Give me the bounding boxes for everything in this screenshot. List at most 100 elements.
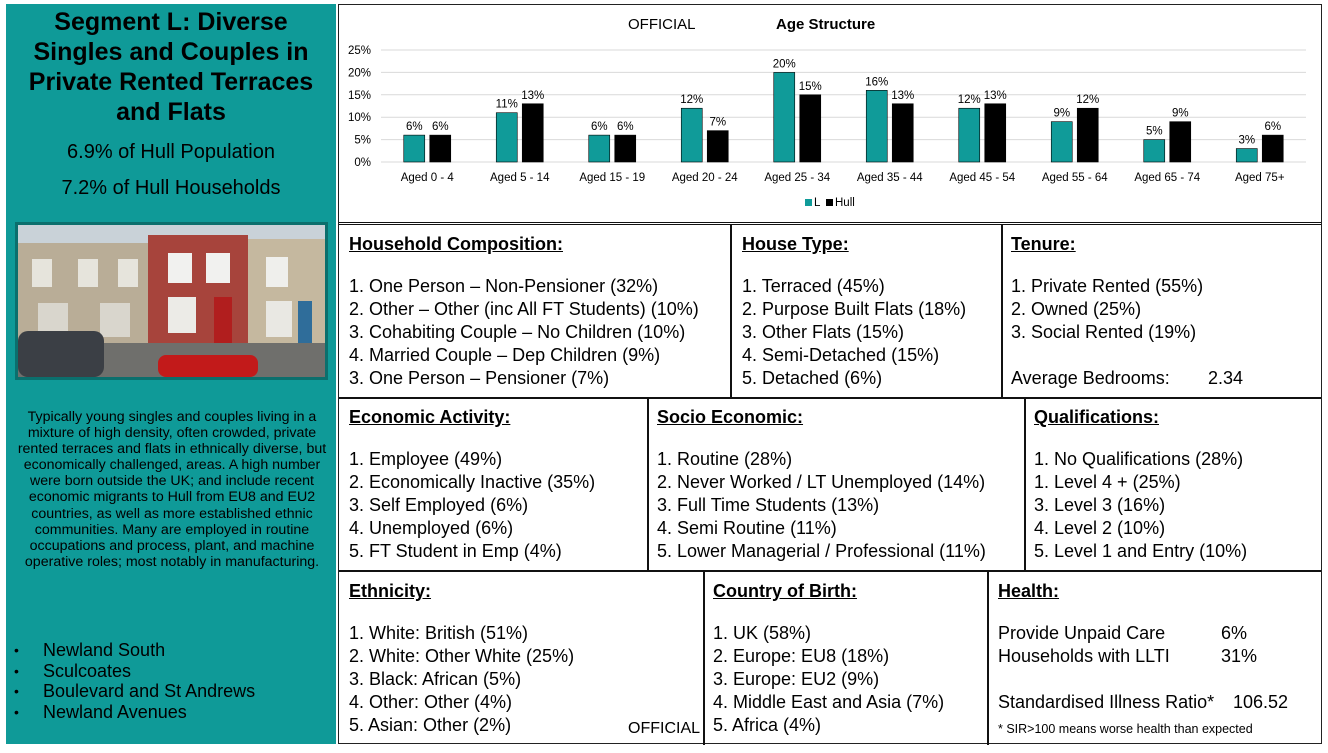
bar-l <box>1050 121 1073 163</box>
section-heading: House Type: <box>742 234 849 254</box>
economic-activity: Economic Activity: 1. Employee (49%) 2. … <box>349 406 595 563</box>
list-item: 1. White: British (51%) <box>349 623 529 643</box>
x-tick-label: Aged 55 - 64 <box>1042 172 1108 184</box>
legend-swatch <box>805 199 812 206</box>
section-divider <box>339 397 1321 399</box>
y-tick-label: 0% <box>354 157 371 169</box>
section-divider <box>339 570 1321 572</box>
street-photo <box>15 222 328 380</box>
ward-item: Sculcoates <box>14 661 255 682</box>
bar-hull <box>799 94 822 163</box>
unpaid-care-value: 6% <box>1221 623 1248 643</box>
official-marking: OFFICIAL <box>628 720 701 737</box>
sir-value: 106.52 <box>1233 692 1289 712</box>
list-item: 3. Full Time Students (13%) <box>657 495 880 515</box>
x-tick-label: Aged 45 - 54 <box>949 172 1015 184</box>
section-heading: Socio Economic: <box>657 407 804 427</box>
data-label: 12% <box>680 94 703 106</box>
column-divider <box>1024 398 1026 571</box>
tenure: Tenure: 1. Private Rented (55%) 2. Owned… <box>1011 233 1243 390</box>
population-share: 6.9% of Hull Population <box>67 141 275 163</box>
list-item: 3. Black: African (5%) <box>349 669 522 689</box>
list-item: 5. Detached (6%) <box>742 368 883 388</box>
list-item: 1. UK (58%) <box>713 623 812 643</box>
bar-hull <box>1169 121 1192 163</box>
data-label: 9% <box>1053 108 1070 120</box>
house-type: House Type: 1. Terraced (45%) 2. Purpose… <box>742 233 966 390</box>
list-item: 4. Semi-Detached (15%) <box>742 345 940 365</box>
column-divider <box>987 571 989 745</box>
bar-l <box>773 72 796 163</box>
country-of-birth: Country of Birth: 1. UK (58%) 2. Europe:… <box>713 580 944 737</box>
llti-households: Households with LLTI 31% <box>998 645 1288 668</box>
section-heading: Qualifications: <box>1034 407 1160 427</box>
unpaid-care: Provide Unpaid Care 6% <box>998 622 1288 645</box>
bar-hull <box>1076 107 1099 163</box>
bar-l <box>958 107 981 163</box>
ward-item: Boulevard and St Andrews <box>14 681 255 702</box>
x-tick-label: Aged 75+ <box>1235 172 1285 184</box>
list-item: 1. Routine (28%) <box>657 449 793 469</box>
column-divider <box>730 224 732 398</box>
segment-summary: Typically young singles and couples livi… <box>17 409 327 570</box>
list-item: 3. Level 3 (16%) <box>1034 495 1166 515</box>
x-tick-label: Aged 15 - 19 <box>579 172 645 184</box>
age-structure-chart: OFFICIAL Age Structure 0% 5% 10% 15% 20% 25% 6… <box>339 5 1321 223</box>
segment-panel: Segment L: Diverse Singles and Couples i… <box>6 4 336 744</box>
bar-l <box>403 134 426 163</box>
average-bedrooms: Average Bedrooms: 2.34 <box>1011 367 1243 390</box>
data-label: 6% <box>432 121 449 133</box>
y-tick-label: 15% <box>348 90 371 102</box>
y-tick-label: 25% <box>348 45 371 57</box>
llti-value: 31% <box>1221 646 1258 666</box>
chart-title: Age Structure <box>776 16 876 33</box>
bar-hull <box>984 103 1007 163</box>
legend-label: L <box>814 197 821 209</box>
bar-l <box>1235 148 1258 163</box>
bar-l <box>865 90 888 163</box>
list-item: 1. Employee (49%) <box>349 449 503 469</box>
section-divider <box>339 222 1321 225</box>
y-tick-label: 5% <box>354 135 371 147</box>
column-divider <box>647 398 649 571</box>
list-item: 3. Other Flats (15%) <box>742 322 905 342</box>
x-tick-label: Aged 25 - 34 <box>764 172 830 184</box>
y-tick-label: 20% <box>348 67 371 79</box>
list-item: 4. Other: Other (4%) <box>349 692 513 712</box>
data-label: 6% <box>406 121 423 133</box>
data-label: 3% <box>1238 135 1255 147</box>
bar-l <box>495 112 518 163</box>
list-item: 4. Semi Routine (11%) <box>657 518 837 538</box>
data-label: 12% <box>1076 94 1099 106</box>
bar-hull <box>521 103 544 163</box>
list-item: 2. White: Other White (25%) <box>349 646 575 666</box>
list-item: 1. Terraced (45%) <box>742 276 885 296</box>
legend-swatch <box>826 199 833 206</box>
data-label: 20% <box>773 58 796 70</box>
list-item: 3. One Person – Pensioner (7%) <box>349 368 610 388</box>
list-item: 1. No Qualifications (28%) <box>1034 449 1244 469</box>
sir-label: Standardised Illness Ratio* <box>998 692 1215 712</box>
list-item: 2. Purpose Built Flats (18%) <box>742 299 967 319</box>
data-label: 6% <box>591 121 608 133</box>
health: Health: Provide Unpaid Care 6% Household… <box>998 580 1288 741</box>
list-item: 3. Self Employed (6%) <box>349 495 529 515</box>
y-tick-label: 10% <box>348 112 371 124</box>
list-item: 1. One Person – Non-Pensioner (32%) <box>349 276 659 296</box>
section-heading: Tenure: <box>1011 234 1076 254</box>
list-item: 3. Cohabiting Couple – No Children (10%) <box>349 322 686 342</box>
ward-item: Newland Avenues <box>14 702 255 723</box>
list-item: 4. Level 2 (10%) <box>1034 518 1166 538</box>
column-divider <box>703 571 705 745</box>
list-item: 5. Lower Managerial / Professional (11%) <box>657 541 986 561</box>
bar-hull <box>429 134 452 163</box>
bar-l <box>1143 139 1166 163</box>
list-item: 2. Other – Other (inc All FT Students) (… <box>349 299 699 319</box>
bar-l <box>680 107 703 163</box>
x-tick-label: Aged 0 - 4 <box>401 172 455 184</box>
list-item: 3. Europe: EU2 (9%) <box>713 669 880 689</box>
data-label: 15% <box>799 81 822 93</box>
list-item: 5. Asian: Other (2%) <box>349 715 512 735</box>
list-item: 4. Unemployed (6%) <box>349 518 514 538</box>
list-item: 5. FT Student in Emp (4%) <box>349 541 562 561</box>
